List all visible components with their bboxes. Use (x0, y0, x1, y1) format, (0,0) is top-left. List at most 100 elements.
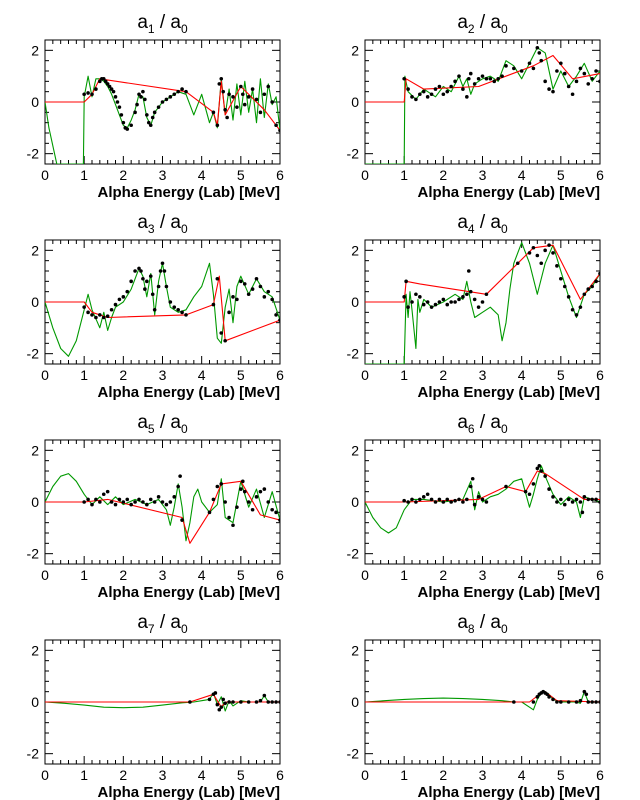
data-point (429, 305, 434, 309)
data-point (496, 76, 500, 81)
data-point (437, 300, 442, 304)
data-point (223, 500, 227, 504)
data-point (188, 700, 192, 704)
data-point (274, 510, 278, 515)
x-tick-label: 5 (557, 767, 565, 783)
x-axis-label: Alpha Energy (Lab) [MeV] (97, 384, 280, 401)
data-point (515, 261, 520, 266)
y-tick-label: 0 (351, 294, 359, 310)
data-point (180, 87, 184, 91)
data-point (566, 84, 571, 89)
data-point (94, 497, 98, 502)
data-point (150, 292, 155, 297)
data-point (145, 279, 149, 284)
data-point (156, 105, 161, 109)
x-tick-label: 6 (276, 767, 284, 783)
x-tick-label: 3 (159, 367, 167, 383)
data-point (164, 502, 169, 507)
data-point (250, 87, 255, 91)
data-point (217, 82, 222, 86)
data-point (86, 91, 90, 95)
y-tick-label: 0 (351, 494, 359, 510)
x-tick-label: 5 (237, 367, 245, 383)
data-point (418, 92, 422, 97)
x-tick-label: 4 (198, 567, 206, 583)
data-point (250, 507, 255, 512)
y-tick-label: 0 (351, 94, 359, 110)
data-point (145, 113, 149, 117)
data-point (262, 92, 267, 97)
data-point (239, 84, 243, 89)
red-connector-line (45, 78, 280, 131)
data-point (472, 502, 477, 507)
x-tick-label: 2 (119, 167, 127, 183)
data-point (270, 507, 274, 512)
x-axis-label: Alpha Energy (Lab) [MeV] (417, 384, 600, 401)
data-point (445, 89, 450, 94)
data-point (86, 310, 90, 315)
data-point (250, 287, 255, 291)
data-point (421, 89, 426, 94)
data-point (246, 292, 251, 297)
data-point (146, 120, 151, 125)
data-point (137, 266, 141, 271)
green-fit-curve (45, 75, 280, 164)
data-point (402, 498, 406, 503)
data-point (180, 310, 184, 315)
x-tick-label: 2 (119, 367, 127, 383)
data-point (555, 500, 559, 504)
data-point (453, 79, 457, 84)
x-tick-label: 5 (237, 567, 245, 583)
data-point (107, 84, 112, 89)
data-point (527, 251, 532, 255)
data-point (262, 693, 267, 698)
data-point (109, 87, 114, 91)
x-tick-label: 6 (276, 567, 284, 583)
data-point (598, 271, 600, 276)
data-point (139, 269, 143, 273)
x-tick-label: 0 (361, 767, 369, 783)
data-point (168, 95, 173, 99)
data-point (119, 113, 124, 117)
data-point (566, 700, 571, 704)
x-tick-label: 2 (439, 167, 447, 183)
data-point (278, 700, 280, 704)
x-tick-label: 3 (159, 567, 167, 583)
x-tick-label: 6 (596, 367, 604, 383)
data-point (180, 518, 184, 522)
y-tick-label: 2 (31, 242, 39, 258)
data-point (113, 302, 118, 307)
x-tick-label: 0 (41, 567, 49, 583)
data-point (574, 313, 579, 317)
data-point (215, 123, 220, 128)
data-point (150, 115, 155, 120)
data-point (254, 495, 259, 499)
data-point (551, 495, 555, 499)
data-point (103, 79, 108, 84)
data-point (578, 698, 583, 703)
data-point (90, 92, 94, 97)
data-point (215, 702, 220, 707)
y-tick-label: 0 (31, 94, 39, 110)
data-point (172, 495, 177, 499)
data-point (129, 123, 133, 128)
data-point (246, 700, 251, 704)
x-tick-label: 1 (80, 367, 88, 383)
data-point (582, 292, 587, 297)
data-point (547, 695, 551, 699)
data-point (531, 245, 536, 250)
data-point (242, 282, 247, 286)
data-point (547, 487, 551, 491)
data-point (274, 123, 278, 128)
data-point (211, 497, 216, 502)
data-point (531, 66, 536, 71)
x-axis-label: Alpha Energy (Lab) [MeV] (417, 584, 600, 601)
data-point (449, 84, 453, 89)
data-point (239, 487, 243, 491)
y-tick-label: 2 (351, 242, 359, 258)
data-point (598, 500, 600, 504)
